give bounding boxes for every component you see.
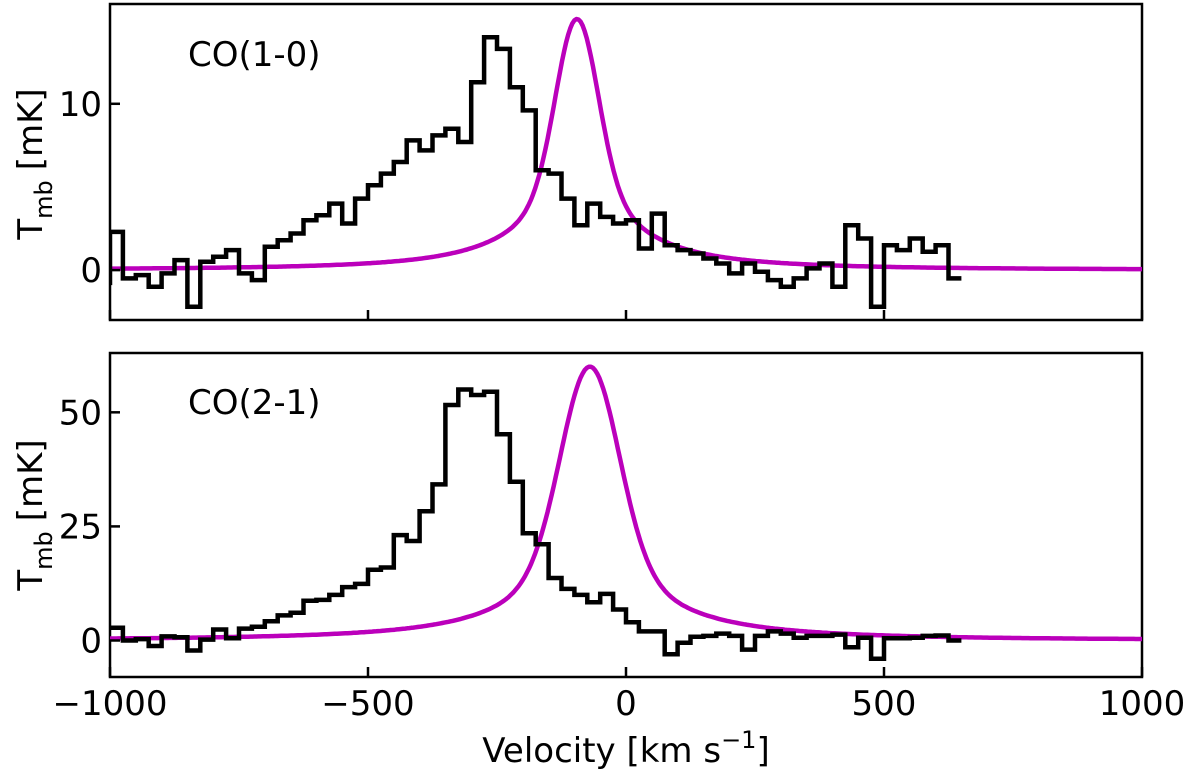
y-label-sub: mb bbox=[30, 180, 58, 219]
y-tick-label: 0 bbox=[80, 621, 102, 661]
y-axis-label-co21: Tmb [mK] bbox=[11, 439, 58, 591]
y-label-unit: [mK] bbox=[11, 439, 51, 521]
x-tick-label: 0 bbox=[615, 684, 637, 724]
x-tick-label: 500 bbox=[852, 684, 917, 724]
panel-co10: 0 10 CO(1-0) Tmb [mK] bbox=[11, 2, 1144, 322]
spectrum-histogram bbox=[110, 387, 962, 661]
y-tick-label: 25 bbox=[59, 507, 102, 547]
x-tick-label: −1000 bbox=[52, 684, 167, 724]
y-axis-label-co10: Tmb [mK] bbox=[11, 88, 58, 240]
y-tick-label: 0 bbox=[80, 251, 102, 291]
y-label-main: T bbox=[11, 219, 51, 241]
x-axis-label: Velocity [km s−1] bbox=[482, 726, 769, 771]
plot-area-co21 bbox=[110, 364, 1142, 661]
y-tick-label: 10 bbox=[59, 85, 102, 125]
x-axis-co21: −1000 −500 0 500 1000 bbox=[52, 667, 1185, 724]
fit-curve bbox=[110, 16, 1142, 272]
y-tick-label: 50 bbox=[59, 393, 102, 433]
y-label-unit: [mK] bbox=[11, 88, 51, 170]
x-label-sup: −1 bbox=[721, 726, 756, 754]
x-tick-label: −500 bbox=[321, 684, 414, 724]
y-label-sub: mb bbox=[30, 531, 58, 570]
x-label-main: Velocity [km s bbox=[482, 731, 721, 771]
x-tick-label: 1000 bbox=[1099, 684, 1186, 724]
y-label-main: T bbox=[11, 570, 51, 592]
y-axis-co21: 0 25 50 bbox=[59, 393, 120, 661]
spectrum-histogram bbox=[110, 35, 962, 309]
panel-title-co10: CO(1-0) bbox=[188, 35, 321, 75]
fit-curve bbox=[110, 364, 1142, 642]
plot-area-co10 bbox=[110, 16, 1142, 309]
x-label-end: ] bbox=[756, 731, 769, 771]
y-axis-co10: 0 10 bbox=[59, 85, 120, 291]
panel-title-co21: CO(2-1) bbox=[188, 383, 321, 423]
x-ticks-co10 bbox=[108, 310, 1144, 320]
